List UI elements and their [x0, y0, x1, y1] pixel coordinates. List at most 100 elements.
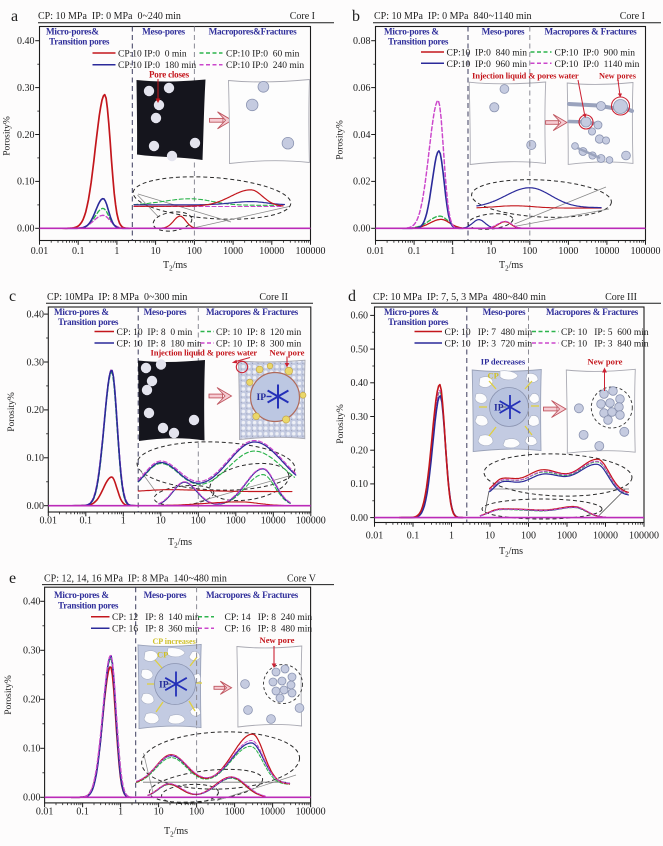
svg-text:IP: IP: [494, 404, 504, 414]
svg-text:IP: IP: [159, 681, 169, 691]
svg-text:100: 100: [522, 246, 537, 257]
svg-text:100: 100: [191, 516, 206, 527]
svg-text:0.01: 0.01: [40, 516, 58, 527]
svg-text:T2/ms: T2/ms: [164, 826, 188, 839]
svg-text:d: d: [348, 288, 356, 305]
svg-text:0.06: 0.06: [353, 83, 371, 94]
svg-text:CP: 10MPa IP: 8 MPa 0~300 mi: CP: 10MPa IP: 8 MPa 0~300 min: [47, 292, 187, 303]
svg-text:Meso-pores: Meso-pores: [482, 26, 525, 36]
svg-text:New pore: New pore: [260, 635, 295, 645]
svg-text:100: 100: [521, 531, 536, 542]
svg-text:Porosity%: Porosity%: [336, 120, 346, 160]
svg-text:10: 10: [151, 246, 161, 257]
svg-text:0.01: 0.01: [367, 246, 385, 257]
svg-text:Transition pores: Transition pores: [388, 36, 449, 46]
svg-text:10: 10: [485, 531, 495, 542]
svg-text:0.02: 0.02: [353, 177, 371, 188]
svg-text:0.00: 0.00: [27, 501, 45, 512]
svg-text:CP: 10 IP: 8 120 min: CP: 10 IP: 8 120 min: [216, 328, 301, 338]
svg-text:0.00: 0.00: [23, 793, 41, 804]
svg-text:Meso-pores: Meso-pores: [483, 307, 526, 317]
svg-text:CP: 10 IP: 3 840 min: CP: 10 IP: 3 840 min: [561, 340, 649, 350]
svg-text:CP increases: CP increases: [153, 637, 196, 646]
svg-text:CP: 10 IP: 8 300 min: CP: 10 IP: 8 300 min: [216, 340, 301, 350]
svg-text:0.20: 0.20: [27, 405, 45, 416]
svg-text:0.1: 0.1: [76, 807, 89, 818]
svg-text:100000: 100000: [631, 246, 661, 257]
svg-text:0.1: 0.1: [408, 246, 421, 257]
svg-text:Porosity%: Porosity%: [3, 116, 13, 156]
svg-text:0.40: 0.40: [23, 597, 41, 608]
svg-text:100: 100: [187, 246, 202, 257]
svg-text:Micro-pores&: Micro-pores&: [46, 26, 99, 36]
svg-text:0.60: 0.60: [351, 311, 369, 322]
svg-text:0.20: 0.20: [17, 130, 35, 141]
svg-text:Injection liquid & pores water: Injection liquid & pores water: [151, 348, 258, 358]
svg-text:CP: 10 IP: 3 720 min: CP: 10 IP: 3 720 min: [445, 340, 533, 350]
svg-text:CP: CP: [157, 650, 168, 660]
svg-text:0.01: 0.01: [366, 531, 384, 542]
svg-text:CP:10 IP:0 1140 min: CP:10 IP:0 1140 min: [555, 60, 640, 70]
svg-text:Pore closes: Pore closes: [149, 70, 190, 80]
svg-text:CP: 12, 14, 16 MPa IP: 8 MPa: CP: 12, 14, 16 MPa IP: 8 MPa 140~480 min: [44, 574, 227, 585]
svg-text:1: 1: [114, 246, 119, 257]
svg-text:0.01: 0.01: [31, 246, 49, 257]
svg-text:0.10: 0.10: [27, 453, 45, 464]
svg-text:10000: 10000: [594, 246, 619, 257]
svg-text:0.30: 0.30: [27, 357, 45, 368]
svg-text:c: c: [9, 288, 16, 305]
svg-text:0.04: 0.04: [353, 130, 371, 141]
svg-text:CP: 14 IP: 8 240 min: CP: 14 IP: 8 240 min: [225, 613, 313, 623]
svg-text:CP: CP: [488, 371, 499, 381]
svg-text:10: 10: [156, 516, 166, 527]
svg-text:IP decreases: IP decreases: [481, 357, 526, 367]
svg-text:Core I: Core I: [290, 11, 315, 22]
svg-text:0.00: 0.00: [17, 224, 35, 235]
svg-text:10000: 10000: [260, 807, 285, 818]
svg-text:CP: 10 MPa IP: 0 MPa 840~114: CP: 10 MPa IP: 0 MPa 840~1140 min: [374, 11, 532, 22]
svg-text:a: a: [11, 8, 18, 25]
svg-text:Porosity%: Porosity%: [4, 675, 14, 715]
svg-text:CP:10 IP:0 0 min: CP:10 IP:0 0 min: [118, 50, 187, 60]
svg-text:0.20: 0.20: [351, 446, 369, 457]
svg-text:Transition pores: Transition pores: [58, 600, 119, 610]
svg-text:0.08: 0.08: [353, 36, 371, 47]
svg-text:b: b: [352, 8, 360, 25]
svg-text:Porosity%: Porosity%: [336, 404, 346, 444]
svg-text:100000: 100000: [296, 516, 326, 527]
svg-text:New pore: New pore: [588, 357, 623, 367]
svg-text:100000: 100000: [296, 246, 326, 257]
svg-text:New pores: New pores: [599, 72, 637, 81]
svg-text:10000: 10000: [261, 516, 286, 527]
svg-text:10: 10: [486, 246, 496, 257]
svg-text:0.1: 0.1: [72, 246, 85, 257]
svg-text:0.20: 0.20: [23, 695, 41, 706]
svg-text:CP: 10 IP: 8 180 min: CP: 10 IP: 8 180 min: [117, 340, 202, 350]
svg-text:T2/ms: T2/ms: [499, 546, 523, 559]
svg-text:1: 1: [121, 516, 126, 527]
svg-text:Meso-pores: Meso-pores: [144, 307, 187, 317]
svg-text:CP:10 IP:0 960 min: CP:10 IP:0 960 min: [447, 60, 528, 70]
svg-text:CP:10 IP:0 840 min: CP:10 IP:0 840 min: [447, 49, 528, 59]
svg-text:Injection liquid & pores water: Injection liquid & pores water: [472, 71, 579, 81]
svg-text:T2/ms: T2/ms: [499, 260, 523, 273]
svg-text:1000: 1000: [226, 516, 246, 527]
svg-text:CP: 16 IP: 8 480 min: CP: 16 IP: 8 480 min: [225, 625, 313, 635]
svg-text:Core II: Core II: [259, 292, 288, 303]
svg-text:0.00: 0.00: [353, 224, 371, 235]
svg-text:Macropores & Fractures: Macropores & Fractures: [206, 307, 299, 317]
svg-text:0.30: 0.30: [17, 83, 35, 94]
svg-text:Core I: Core I: [620, 11, 645, 22]
svg-text:Meso-pores: Meso-pores: [142, 26, 185, 36]
svg-text:T2/ms: T2/ms: [163, 260, 187, 273]
svg-text:Transition pores: Transition pores: [58, 317, 119, 327]
svg-text:0.40: 0.40: [17, 36, 35, 47]
svg-text:1000: 1000: [558, 246, 578, 257]
svg-text:CP: 10 IP: 8 0 min: CP: 10 IP: 8 0 min: [117, 328, 193, 338]
svg-text:100: 100: [189, 807, 204, 818]
svg-text:CP:10 IP:0 60 min: CP:10 IP:0 60 min: [226, 50, 300, 60]
svg-text:0.50: 0.50: [351, 344, 369, 355]
svg-text:CP:10 IP:0 180 min: CP:10 IP:0 180 min: [118, 61, 196, 71]
svg-text:IP: IP: [257, 393, 267, 403]
svg-text:CP: 12 IP: 8 140 min: CP: 12 IP: 8 140 min: [112, 613, 200, 623]
